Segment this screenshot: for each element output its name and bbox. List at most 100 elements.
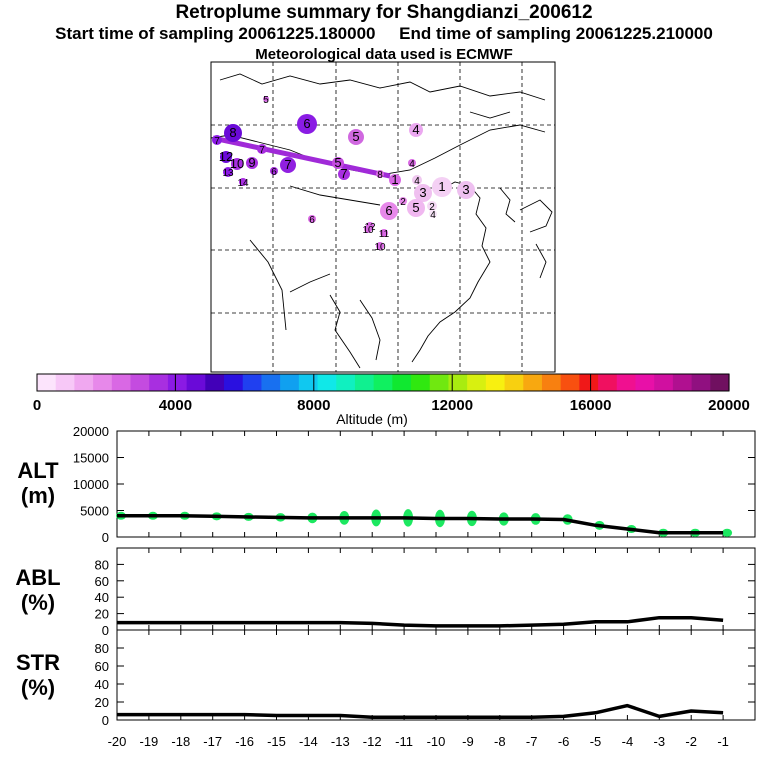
colorbar-swatch xyxy=(654,374,674,391)
x-tick-label: -19 xyxy=(140,734,159,749)
plume-marker-label: 10 xyxy=(230,156,244,171)
plume-marker-label: 9 xyxy=(248,155,255,170)
plume-marker xyxy=(427,201,437,211)
x-tick-label: -4 xyxy=(622,734,634,749)
plume-marker-label: 1 xyxy=(438,179,445,194)
plume-marker-label: 7 xyxy=(214,136,220,147)
alt-series-line xyxy=(117,514,724,535)
colorbar-frame xyxy=(36,373,730,392)
plume-marker xyxy=(338,168,350,180)
x-tick-label: -13 xyxy=(331,734,350,749)
colorbar-swatch xyxy=(205,374,225,391)
x-tick-label: -8 xyxy=(494,734,506,749)
str-panel: 0 20 40 60 80 xyxy=(95,629,756,728)
plume-marker xyxy=(223,167,233,177)
alt-ytick-label: 10000 xyxy=(73,477,109,492)
plume-marker xyxy=(239,178,247,186)
plume-marker xyxy=(224,124,242,142)
plume-marker xyxy=(308,215,316,223)
str-ytick-label: 80 xyxy=(95,641,109,656)
x-tick-label: -17 xyxy=(203,734,222,749)
plume-marker xyxy=(380,202,398,220)
plume-marker xyxy=(220,151,232,163)
colorbar-ticks: 0 4000 8000 12000 16000 20000 xyxy=(33,374,750,414)
plume-marker-label: 10 xyxy=(374,242,386,253)
str-ytick-label: 0 xyxy=(102,713,109,728)
plume-marker xyxy=(457,181,475,199)
plume-marker xyxy=(246,157,258,169)
plume-marker xyxy=(412,175,422,185)
colorbar-swatch xyxy=(261,374,281,391)
colorbar-swatch xyxy=(373,374,393,391)
colorbar-swatch xyxy=(224,374,244,391)
plume-marker xyxy=(409,123,423,137)
x-tick-label: -11 xyxy=(395,734,413,749)
plume-marker xyxy=(389,174,401,186)
plume-marker xyxy=(376,170,384,178)
str-label-line1: STR xyxy=(16,650,60,675)
plume-marker-label: 5 xyxy=(412,200,419,215)
x-tick-label: -16 xyxy=(235,734,254,749)
abl-label-line1: ABL xyxy=(15,565,60,590)
colorbar-swatch xyxy=(541,374,562,391)
colorbar-swatch xyxy=(242,374,263,391)
start-time-label: Start time of sampling 20061225.180000 xyxy=(55,24,376,43)
colorbar-swatch xyxy=(448,374,468,391)
x-tick-label: -6 xyxy=(558,734,570,749)
abl-ytick-label: 60 xyxy=(95,574,109,589)
colorbar-tick-label: 0 xyxy=(33,397,41,414)
plume-marker-label: 4 xyxy=(409,159,415,170)
colorbar-swatch xyxy=(635,374,655,391)
plume-marker xyxy=(432,177,452,197)
x-tick-label: -10 xyxy=(427,734,446,749)
plume-marker-label: 7 xyxy=(259,145,265,156)
colorbar-tick-label: 20000 xyxy=(708,397,750,414)
plume-marker xyxy=(332,157,344,169)
colorbar-swatch xyxy=(485,374,506,391)
plume-marker xyxy=(212,135,222,145)
plume-marker-label: 12 xyxy=(219,149,233,164)
plume-marker-label: 6 xyxy=(271,167,277,178)
plume-marker-label: 3 xyxy=(462,182,469,197)
plume-marker-label: 2 xyxy=(400,197,406,208)
x-tick-label: -7 xyxy=(526,734,538,749)
chart-title: Retroplume summary for Shangdianzi_20061… xyxy=(175,2,593,23)
plume-marker xyxy=(257,144,267,154)
plume-marker xyxy=(231,158,243,170)
plume-marker-label: 5 xyxy=(263,95,269,106)
plume-marker-label: 4 xyxy=(430,210,436,221)
colorbar-swatch xyxy=(130,374,150,391)
time-series-panels: 05000100001500020000020406080020406080-2… xyxy=(73,424,756,749)
abl-ytick-label: 20 xyxy=(95,607,109,622)
colorbar-swatches xyxy=(37,374,730,391)
plume-marker-label: 1 xyxy=(391,172,398,187)
str-ytick-label: 20 xyxy=(95,695,109,710)
alt-panel: 0 5000 10000 15000 20000 xyxy=(73,424,756,545)
colorbar-swatch xyxy=(392,374,412,391)
met-data-label: Meteorological data used is ECMWF xyxy=(255,46,513,63)
alt-spread-point xyxy=(722,528,733,537)
x-tick-label: -3 xyxy=(654,734,666,749)
abl-series-line xyxy=(117,615,724,628)
colorbar-swatch xyxy=(111,374,132,391)
plume-marker-label: 11 xyxy=(379,229,390,240)
colorbar-tick-label: 4000 xyxy=(159,397,192,414)
plume-marker-label: 6 xyxy=(303,116,310,131)
plume-marker xyxy=(348,129,364,145)
abl-ytick-label: 0 xyxy=(102,623,109,638)
x-tick-label: -20 xyxy=(108,734,127,749)
colorbar-swatch xyxy=(37,374,57,391)
colorbar-swatch xyxy=(429,374,450,391)
colorbar-tick-label: 8000 xyxy=(297,397,330,414)
colorbar-swatch xyxy=(55,374,76,391)
plume-marker-label: 8 xyxy=(377,170,383,181)
x-tick-labels: -20 -19 -18 -17 -16 -15 -14 -13 -12 -11 -10 -9 -8 -7 -… xyxy=(108,734,729,749)
alt-ytick-label: 5000 xyxy=(80,504,109,519)
plume-marker xyxy=(399,197,407,205)
colorbar-swatch xyxy=(616,374,637,391)
plume-marker xyxy=(408,159,416,167)
plume-marker-label: 5 xyxy=(352,129,359,144)
alt-ytick-label: 20000 xyxy=(73,424,109,439)
str-ytick-label: 40 xyxy=(95,677,109,692)
